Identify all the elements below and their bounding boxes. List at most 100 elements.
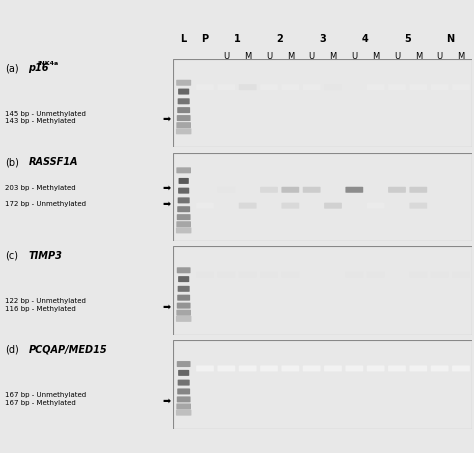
FancyBboxPatch shape [410, 84, 427, 90]
FancyBboxPatch shape [367, 84, 384, 90]
FancyBboxPatch shape [176, 410, 191, 416]
Text: 122 bp - Unmethylated: 122 bp - Unmethylated [5, 298, 86, 304]
FancyBboxPatch shape [367, 366, 384, 371]
FancyBboxPatch shape [177, 206, 190, 212]
Text: p16: p16 [28, 63, 49, 73]
FancyBboxPatch shape [282, 84, 299, 90]
FancyBboxPatch shape [177, 115, 191, 121]
Text: (c): (c) [5, 251, 18, 261]
FancyBboxPatch shape [431, 84, 448, 90]
FancyBboxPatch shape [178, 89, 189, 95]
FancyBboxPatch shape [239, 84, 256, 90]
Text: 167 bp - Methylated: 167 bp - Methylated [5, 400, 75, 405]
Text: P: P [201, 34, 209, 43]
FancyBboxPatch shape [452, 84, 470, 90]
FancyBboxPatch shape [176, 167, 191, 173]
FancyBboxPatch shape [177, 303, 191, 308]
FancyBboxPatch shape [178, 198, 190, 203]
FancyBboxPatch shape [176, 310, 191, 316]
FancyBboxPatch shape [282, 366, 299, 371]
Text: M: M [415, 52, 422, 61]
FancyBboxPatch shape [196, 84, 214, 90]
FancyBboxPatch shape [324, 202, 342, 209]
Text: 4: 4 [362, 34, 368, 43]
FancyBboxPatch shape [410, 272, 427, 278]
FancyBboxPatch shape [324, 366, 342, 371]
FancyBboxPatch shape [346, 366, 363, 371]
Text: ➡: ➡ [163, 114, 171, 124]
FancyBboxPatch shape [282, 187, 299, 193]
FancyBboxPatch shape [218, 187, 235, 193]
Text: ➡: ➡ [163, 183, 171, 193]
Text: RASSF1A: RASSF1A [28, 157, 78, 167]
FancyBboxPatch shape [324, 84, 342, 90]
FancyBboxPatch shape [177, 107, 190, 113]
Text: 143 bp - Methylated: 143 bp - Methylated [5, 118, 75, 124]
FancyBboxPatch shape [176, 80, 191, 86]
FancyBboxPatch shape [346, 187, 363, 193]
FancyBboxPatch shape [367, 272, 384, 278]
FancyBboxPatch shape [196, 366, 214, 371]
FancyBboxPatch shape [282, 202, 299, 209]
FancyBboxPatch shape [176, 404, 191, 410]
Text: M: M [457, 52, 465, 61]
FancyBboxPatch shape [346, 272, 363, 278]
FancyBboxPatch shape [177, 267, 191, 273]
FancyBboxPatch shape [176, 128, 191, 135]
Text: 1: 1 [234, 34, 240, 43]
FancyBboxPatch shape [388, 187, 406, 193]
Text: U: U [351, 52, 357, 61]
Text: PCQAP/MED15: PCQAP/MED15 [28, 345, 107, 355]
FancyBboxPatch shape [452, 272, 470, 278]
Text: 203 bp - Methylated: 203 bp - Methylated [5, 185, 75, 191]
Text: U: U [266, 52, 272, 61]
FancyBboxPatch shape [303, 187, 320, 193]
Text: U: U [394, 52, 400, 61]
Text: 145 bp - Unmethylated: 145 bp - Unmethylated [5, 111, 86, 116]
FancyBboxPatch shape [178, 276, 189, 282]
FancyBboxPatch shape [178, 286, 190, 292]
FancyBboxPatch shape [431, 366, 448, 371]
Text: 116 bp - Methylated: 116 bp - Methylated [5, 306, 75, 312]
FancyBboxPatch shape [410, 202, 427, 209]
FancyBboxPatch shape [218, 366, 235, 371]
FancyBboxPatch shape [239, 202, 256, 209]
Text: U: U [437, 52, 443, 61]
FancyBboxPatch shape [177, 396, 191, 402]
FancyBboxPatch shape [177, 214, 191, 220]
FancyBboxPatch shape [176, 221, 191, 227]
Text: 2: 2 [276, 34, 283, 43]
Text: 167 bp - Unmethylated: 167 bp - Unmethylated [5, 392, 86, 398]
FancyBboxPatch shape [452, 366, 470, 371]
Text: 172 bp - Unmethylated: 172 bp - Unmethylated [5, 201, 86, 207]
Text: M: M [287, 52, 294, 61]
FancyBboxPatch shape [218, 272, 235, 278]
FancyBboxPatch shape [176, 227, 191, 233]
FancyBboxPatch shape [178, 188, 189, 193]
FancyBboxPatch shape [303, 84, 320, 90]
FancyBboxPatch shape [177, 294, 190, 301]
Text: 3: 3 [319, 34, 326, 43]
FancyBboxPatch shape [177, 388, 190, 395]
FancyBboxPatch shape [218, 84, 235, 90]
FancyBboxPatch shape [178, 380, 190, 386]
Text: L: L [181, 34, 187, 43]
FancyBboxPatch shape [239, 366, 256, 371]
Text: (b): (b) [5, 157, 18, 167]
FancyBboxPatch shape [410, 366, 427, 371]
FancyBboxPatch shape [178, 370, 189, 376]
Text: ➡: ➡ [163, 395, 171, 405]
FancyBboxPatch shape [260, 272, 278, 278]
FancyBboxPatch shape [303, 366, 320, 371]
Text: U: U [309, 52, 315, 61]
Text: (a): (a) [5, 63, 18, 73]
FancyBboxPatch shape [431, 272, 448, 278]
Text: M: M [372, 52, 379, 61]
FancyBboxPatch shape [239, 272, 256, 278]
Text: INK4a: INK4a [37, 61, 59, 66]
FancyBboxPatch shape [282, 272, 299, 278]
FancyBboxPatch shape [367, 202, 384, 209]
Text: M: M [244, 52, 251, 61]
Text: ➡: ➡ [163, 302, 171, 312]
FancyBboxPatch shape [388, 366, 406, 371]
